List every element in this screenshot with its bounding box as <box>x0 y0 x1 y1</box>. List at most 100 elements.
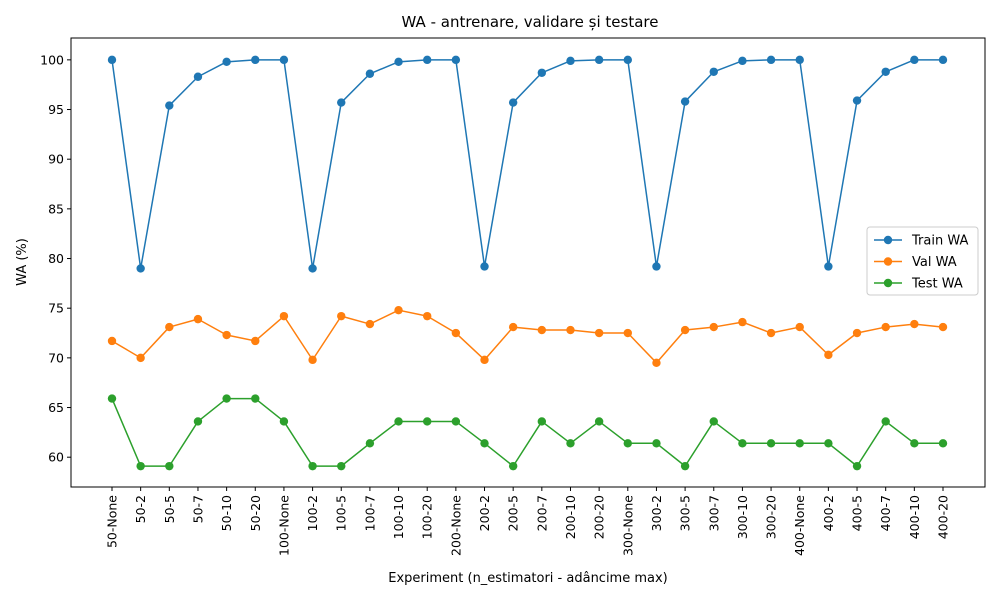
y-tick-label: 95 <box>48 102 64 117</box>
data-point <box>451 55 461 65</box>
data-point <box>480 355 489 365</box>
data-point <box>508 322 518 332</box>
x-tick-label: 300-10 <box>735 495 750 539</box>
x-tick-label: 50-2 <box>133 495 148 523</box>
y-tick-label: 90 <box>48 152 64 167</box>
data-point <box>766 328 776 338</box>
x-tick-label: 100-10 <box>391 495 406 539</box>
x-tick-label: 100-2 <box>305 495 320 531</box>
data-point <box>795 322 804 332</box>
legend-entry: Train WA <box>874 234 968 249</box>
y-axis-ticks: 60 65 70 75 80 85 90 95 100 <box>40 52 71 465</box>
data-point <box>709 417 718 426</box>
data-point <box>623 55 632 65</box>
data-point <box>365 69 375 78</box>
data-point <box>394 57 403 67</box>
y-tick-label: 80 <box>48 251 64 266</box>
data-point <box>508 461 518 471</box>
legend-label: Train WA <box>911 234 968 249</box>
x-tick-label: 400-5 <box>850 495 865 531</box>
legend-marker <box>883 235 893 245</box>
data-point <box>337 98 346 107</box>
data-point <box>680 461 690 471</box>
data-point <box>824 439 833 448</box>
x-axis-label: Experiment (n_estimatori - adâncime max) <box>388 571 668 586</box>
x-tick-label: 50-None <box>105 495 120 548</box>
data-point <box>222 57 231 67</box>
data-point <box>365 439 375 448</box>
x-tick-label: 50-10 <box>219 495 234 531</box>
data-point <box>251 55 260 65</box>
data-point <box>738 56 747 66</box>
data-point <box>165 101 174 110</box>
data-point <box>193 314 203 324</box>
y-tick-label: 65 <box>48 400 64 415</box>
data-point <box>480 439 489 448</box>
data-point <box>594 55 604 65</box>
data-point <box>136 461 145 471</box>
data-point <box>680 325 690 335</box>
series-line <box>111 309 944 364</box>
x-tick-label: 400-10 <box>907 495 922 539</box>
data-point <box>910 55 919 65</box>
data-point <box>222 330 231 340</box>
x-tick-label: 200-7 <box>534 495 549 531</box>
data-point <box>423 55 432 65</box>
data-point <box>766 55 776 65</box>
data-point <box>652 439 661 448</box>
data-point <box>107 55 117 65</box>
series-1 <box>107 305 948 368</box>
chart-title: WA - antrenare, validare și testare <box>402 13 659 31</box>
series-2 <box>107 394 948 471</box>
data-point <box>852 461 862 471</box>
data-point <box>279 311 289 321</box>
legend-entry: Test WA <box>874 277 963 292</box>
data-point <box>394 417 403 426</box>
data-point <box>824 262 833 271</box>
data-point <box>107 394 117 403</box>
series-layer <box>107 55 948 471</box>
data-point <box>566 56 575 66</box>
data-point <box>910 319 919 329</box>
data-point <box>423 311 432 321</box>
data-point <box>222 394 231 403</box>
legend: Train WA Val WA Test WA <box>866 226 979 296</box>
series-line <box>111 397 943 467</box>
series-line <box>111 59 943 270</box>
legend-marker <box>883 257 893 266</box>
series-0 <box>107 55 948 273</box>
legend-label: Test WA <box>911 277 963 292</box>
data-point <box>537 325 547 335</box>
x-tick-label: 100-20 <box>420 495 435 539</box>
data-point <box>738 317 747 327</box>
y-tick-label: 100 <box>40 52 64 67</box>
data-point <box>709 67 718 76</box>
data-point <box>566 439 575 448</box>
data-point <box>508 98 518 107</box>
data-point <box>795 55 804 65</box>
data-point <box>738 439 747 448</box>
x-tick-label: 100-7 <box>362 495 377 531</box>
data-point <box>251 336 260 346</box>
y-tick-label: 85 <box>48 201 64 216</box>
data-point <box>881 417 890 426</box>
x-tick-label: 200-20 <box>592 495 607 539</box>
x-tick-label: 400-2 <box>821 495 836 531</box>
x-axis-ticks: 50-None 50-2 50-5 50-7 50-10 50-20 100-None 100… <box>105 487 951 556</box>
data-point <box>938 55 948 65</box>
data-point <box>566 325 575 335</box>
x-tick-label: 100-None <box>276 495 291 556</box>
x-tick-label: 400-20 <box>936 495 951 539</box>
data-point <box>680 97 690 106</box>
data-point <box>881 322 890 332</box>
data-point <box>337 461 346 471</box>
x-tick-label: 50-20 <box>248 495 263 531</box>
data-point <box>308 461 317 471</box>
data-point <box>279 55 289 65</box>
x-tick-label: 300-None <box>620 495 635 556</box>
data-point <box>910 439 919 448</box>
data-point <box>394 305 403 315</box>
legend-entry: Val WA <box>874 255 957 270</box>
data-point <box>824 350 833 360</box>
data-point <box>623 328 632 338</box>
